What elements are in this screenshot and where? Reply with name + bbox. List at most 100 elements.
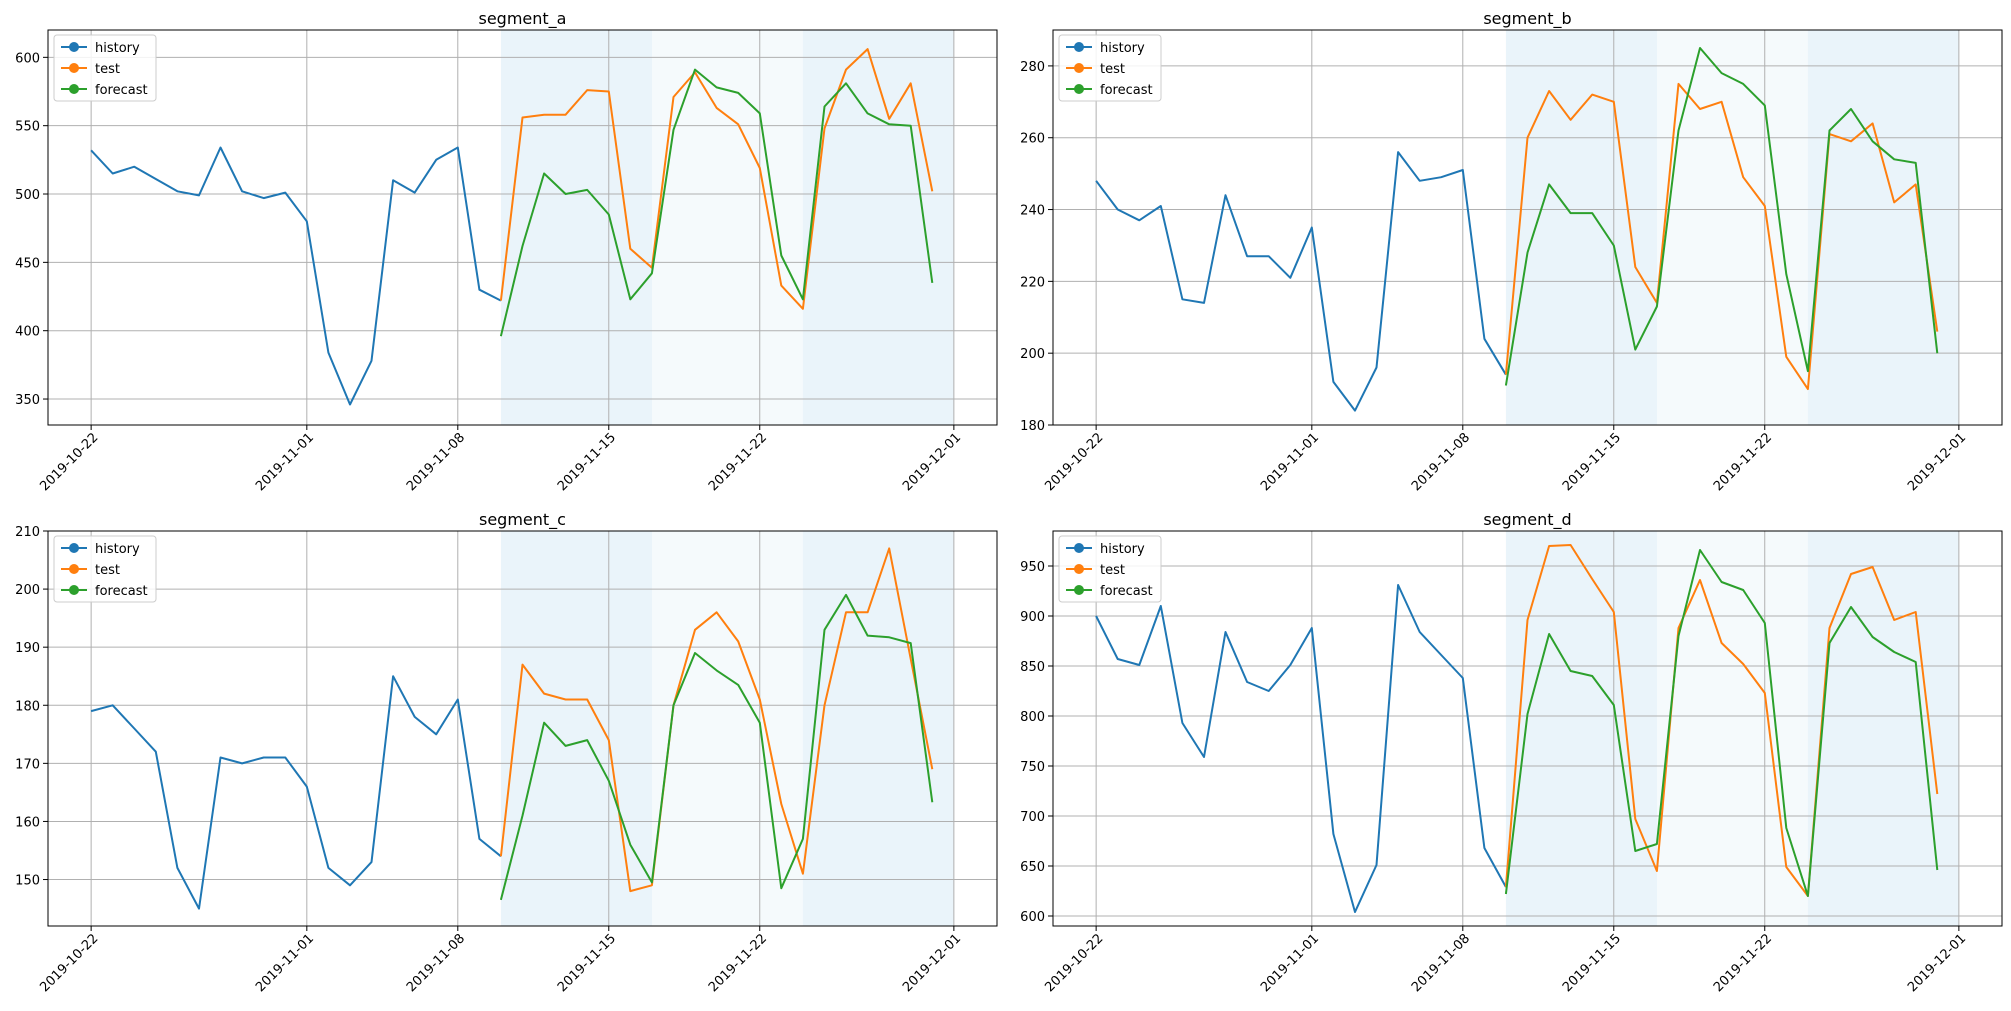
shade-band	[500, 531, 652, 926]
y-tick-label: 900	[1020, 610, 1045, 625]
chart-title: segment_a	[479, 9, 567, 29]
legend-marker-test	[1074, 564, 1084, 574]
legend-marker-history	[1074, 42, 1084, 52]
y-tick-label: 700	[1020, 810, 1045, 825]
shade-band	[1505, 531, 1657, 926]
y-tick-label: 220	[1020, 275, 1045, 290]
y-tick-label: 200	[15, 583, 40, 598]
x-tick-label: 2019-11-08	[404, 931, 468, 995]
x-tick-label: 2019-11-08	[404, 430, 468, 494]
series-line-history	[90, 675, 502, 910]
legend-marker-forecast	[69, 84, 79, 94]
x-tick-label: 2019-12-01	[1905, 430, 1969, 494]
subplot-segment_c: 2019-10-22 2019-11-01 2019-11-08 2019-11-15…	[15, 510, 998, 995]
subplot-segment_a: 2019-10-22 2019-11-01 2019-11-08 2019-11-15…	[15, 9, 998, 494]
x-tick-label: 2019-12-01	[1905, 931, 1969, 995]
y-tick-label: 600	[1020, 910, 1045, 925]
legend-label-forecast: forecast	[95, 584, 148, 599]
x-tick-label: 2019-11-01	[253, 430, 317, 494]
legend-box	[53, 535, 157, 603]
shade-band	[500, 30, 652, 425]
series-line-test	[499, 48, 934, 310]
y-tick-label: 650	[1020, 860, 1045, 875]
y-tick-label: 160	[15, 815, 40, 830]
x-tick-label: 2019-11-22	[1711, 430, 1775, 494]
y-tick-label: 550	[15, 120, 40, 135]
x-tick-label: 2019-12-01	[900, 430, 964, 494]
shade-band	[1807, 531, 1959, 926]
legend-label-test: test	[1100, 62, 1125, 77]
y-tick-label: 750	[1020, 760, 1045, 775]
series-line-forecast	[1504, 549, 1939, 897]
legend-label-history: history	[1100, 41, 1145, 56]
y-tick-label: 200	[1020, 347, 1045, 362]
series-line-forecast	[499, 593, 934, 901]
legend-marker-forecast	[1074, 84, 1084, 94]
x-tick-label: 2019-11-22	[1711, 931, 1775, 995]
legend-label-test: test	[1100, 563, 1125, 578]
x-tick-label: 2019-11-15	[555, 430, 619, 494]
x-tick-label: 2019-11-08	[1409, 931, 1473, 995]
y-tick-label: 500	[15, 188, 40, 203]
shade-band	[1807, 30, 1959, 425]
legend-label-test: test	[95, 62, 120, 77]
x-tick-label: 2019-11-08	[1409, 430, 1473, 494]
x-tick-label: 2019-10-22	[37, 931, 101, 995]
legend-marker-test	[69, 564, 79, 574]
axes-frame	[1052, 29, 2003, 426]
subplot-segment_d: 2019-10-22 2019-11-01 2019-11-08 2019-11-15…	[1020, 510, 2003, 995]
x-tick-label: 2019-11-15	[1560, 931, 1624, 995]
shade-band	[1656, 531, 1808, 926]
y-tick-label: 800	[1020, 710, 1045, 725]
legend-label-forecast: forecast	[1100, 584, 1153, 599]
x-tick-label: 2019-12-01	[900, 931, 964, 995]
legend-marker-forecast	[69, 585, 79, 595]
y-tick-label: 240	[1020, 204, 1045, 219]
shade-band	[802, 531, 954, 926]
y-tick-label: 850	[1020, 660, 1045, 675]
x-tick-label: 2019-10-22	[37, 430, 101, 494]
series-line-forecast	[1504, 47, 1939, 386]
legend: history test forecast	[53, 535, 157, 603]
y-tick-label: 260	[1020, 132, 1045, 147]
x-tick-label: 2019-11-15	[555, 931, 619, 995]
legend-label-forecast: forecast	[95, 83, 148, 98]
chart-title: segment_d	[1483, 510, 1571, 530]
legend-label-history: history	[95, 41, 140, 56]
x-tick-label: 2019-10-22	[1042, 931, 1106, 995]
x-tick-label: 2019-11-15	[1560, 430, 1624, 494]
y-tick-label: 350	[15, 393, 40, 408]
legend-box	[53, 34, 157, 102]
y-tick-label: 190	[15, 641, 40, 656]
chart-title: segment_b	[1483, 9, 1571, 29]
y-tick-label: 600	[15, 51, 40, 66]
axes-frame	[47, 530, 998, 927]
legend-marker-history	[1074, 543, 1084, 553]
x-tick-label: 2019-11-22	[706, 430, 770, 494]
series-line-test	[499, 547, 934, 893]
x-tick-label: 2019-10-22	[1042, 430, 1106, 494]
axes-frame	[1052, 530, 2003, 927]
x-tick-label: 2019-11-22	[706, 931, 770, 995]
legend-marker-test	[1074, 63, 1084, 73]
legend-box	[1058, 535, 1162, 603]
y-tick-label: 280	[1020, 60, 1045, 75]
legend-label-test: test	[95, 563, 120, 578]
shade-band	[1505, 30, 1657, 425]
shade-band	[651, 531, 803, 926]
legend-marker-history	[69, 543, 79, 553]
legend: history test forecast	[1058, 34, 1162, 102]
y-tick-label: 950	[1020, 560, 1045, 575]
y-tick-label: 180	[1020, 419, 1045, 434]
series-line-history	[1095, 151, 1507, 412]
subplot-segment_b: 2019-10-22 2019-11-01 2019-11-08 2019-11-15…	[1020, 9, 2003, 494]
legend-label-forecast: forecast	[1100, 83, 1153, 98]
legend: history test forecast	[53, 34, 157, 102]
axes-frame	[47, 29, 998, 426]
x-tick-label: 2019-11-01	[1258, 931, 1322, 995]
legend-label-history: history	[1100, 542, 1145, 557]
y-tick-label: 210	[15, 525, 40, 540]
y-tick-label: 400	[15, 325, 40, 340]
legend-marker-history	[69, 42, 79, 52]
